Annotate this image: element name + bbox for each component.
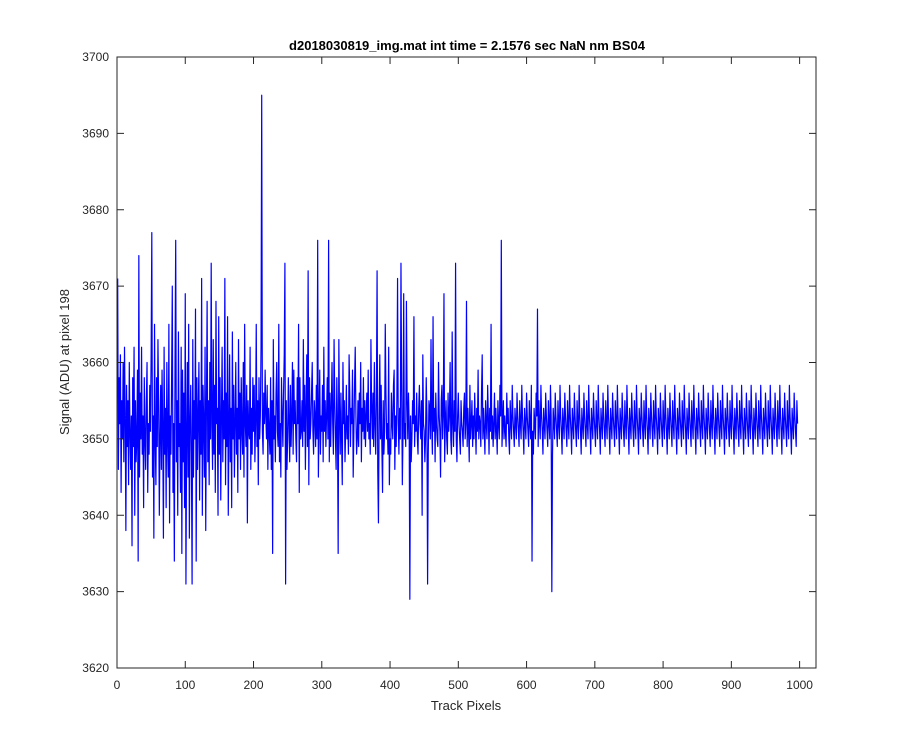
y-tick-label: 3660 [82,356,109,370]
x-tick-label: 400 [380,678,400,692]
x-tick-label: 300 [312,678,332,692]
y-axis-label: Signal (ADU) at pixel 198 [57,289,72,435]
series-line-0 [117,94,799,600]
x-tick-label: 900 [721,678,741,692]
data-layer [117,94,799,600]
y-tick-label: 3650 [82,432,109,446]
chart-title: d2018030819_img.mat int time = 2.1576 se… [289,38,646,53]
y-tick-label: 3630 [82,585,109,599]
x-tick-label: 500 [448,678,468,692]
y-axis: 3620 3630 3640 3650 3660 3670 3680 3690 3700 [82,50,816,675]
x-tick-label: 700 [585,678,605,692]
x-axis-label: Track Pixels [431,698,502,713]
x-tick-label: 100 [175,678,195,692]
x-tick-label: 600 [517,678,537,692]
x-tick-label: 0 [114,678,121,692]
x-tick-label: 800 [653,678,673,692]
x-tick-label: 1000 [786,678,813,692]
x-tick-label: 200 [244,678,264,692]
y-tick-label: 3690 [82,126,109,140]
y-tick-label: 3620 [82,661,109,675]
y-tick-label: 3640 [82,508,109,522]
y-tick-label: 3670 [82,279,109,293]
x-axis: 0 100 200 300 400 500 600 700 800 900 1000 [114,57,813,692]
y-tick-label: 3700 [82,50,109,64]
y-tick-label: 3680 [82,203,109,217]
